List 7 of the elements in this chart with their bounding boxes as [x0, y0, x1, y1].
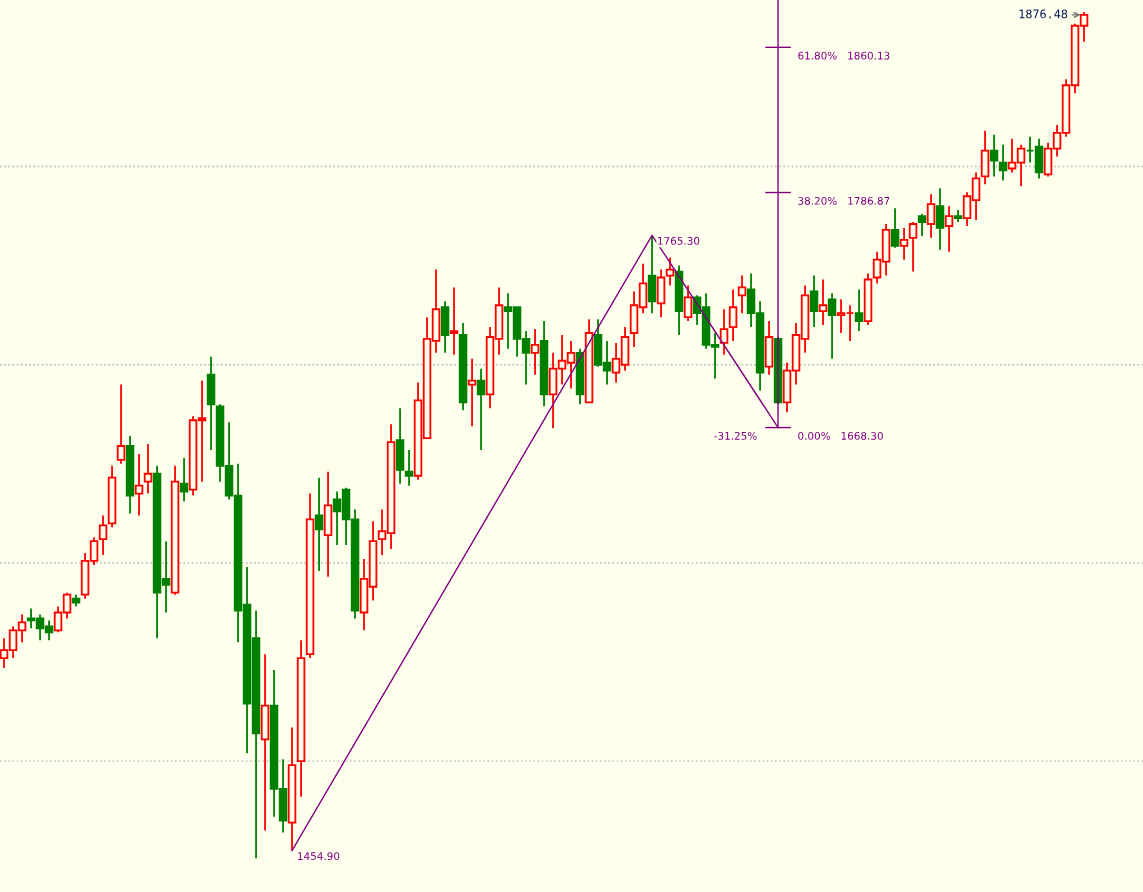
text: 1876.48 — [1019, 9, 1068, 19]
ref-line-label: 38.20% 1786.87 — [798, 196, 890, 205]
ref-line-label: 61.80% 1860.13 — [798, 51, 890, 60]
annotation: -31.25% — [714, 431, 757, 440]
data-label: 1765.30 — [658, 236, 700, 245]
data-label: 1454.90 — [298, 852, 340, 861]
ref-line-label: 0.00% 1668.30 — [798, 431, 883, 440]
